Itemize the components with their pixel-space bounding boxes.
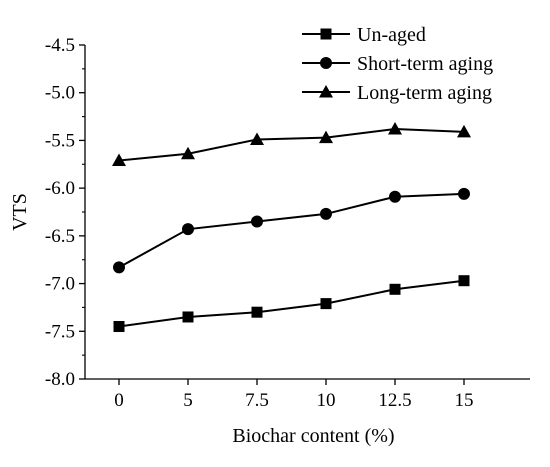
data-point (113, 321, 125, 333)
y-tick-label: -8.0 (45, 369, 75, 390)
series-line (118, 127, 465, 162)
data-point (112, 153, 126, 166)
x-tick-label: 10 (317, 390, 336, 411)
series-square (113, 275, 470, 333)
data-point (458, 275, 470, 287)
data-point (181, 146, 195, 160)
data-point (388, 121, 402, 135)
axes: -4.5 -5.0 -5.5 -6.0 -6.5 -7.0 -7.5 -8.0 0 5 7.5 10 1… (45, 35, 530, 411)
x-tick-label: 15 (455, 390, 474, 411)
data-point (251, 215, 263, 228)
y-axis-title: VTS (9, 193, 31, 231)
data-point (320, 298, 332, 310)
y-tick-label: -4.5 (45, 35, 75, 56)
series-line (118, 279, 465, 328)
legend-item: Short-term aging (302, 53, 493, 75)
data-point (182, 311, 194, 323)
series-layer (112, 121, 471, 333)
data-point (457, 124, 471, 138)
y-tick-label: -7.5 (45, 321, 75, 342)
data-point (250, 132, 264, 145)
x-tick-label: 12.5 (378, 390, 411, 411)
y-tick-label: -6.5 (45, 226, 75, 247)
legend-label: Long-term aging (357, 82, 492, 104)
legend: Un-aged Short-term aging Long-term aging (302, 24, 493, 104)
legend-item: Un-aged (302, 24, 426, 46)
series-line (118, 192, 465, 269)
legend-marker (320, 28, 332, 40)
y-tick-label: -5.0 (45, 83, 75, 104)
y-tick-label: -7.0 (45, 274, 75, 295)
data-point (319, 130, 333, 144)
y-tick-label: -5.5 (45, 130, 75, 151)
data-point (113, 261, 125, 274)
data-point (458, 187, 470, 200)
legend-label: Short-term aging (357, 53, 493, 75)
x-tick-label: 0 (114, 390, 124, 411)
y-tick-label: -6.0 (45, 178, 75, 199)
data-point (389, 283, 401, 295)
legend-label: Un-aged (357, 24, 426, 46)
legend-item: Long-term aging (302, 82, 492, 104)
data-point (182, 223, 194, 236)
legend-marker (320, 57, 332, 69)
data-point (320, 207, 332, 220)
series-circle (113, 187, 470, 274)
data-point (389, 190, 401, 203)
x-tick-label: 5 (183, 390, 193, 411)
legend-marker (319, 85, 333, 98)
data-point (251, 306, 263, 318)
x-axis-title: Biochar content (%) (232, 425, 394, 447)
series-triangle (112, 121, 471, 166)
x-tick-label: 7.5 (245, 390, 269, 411)
